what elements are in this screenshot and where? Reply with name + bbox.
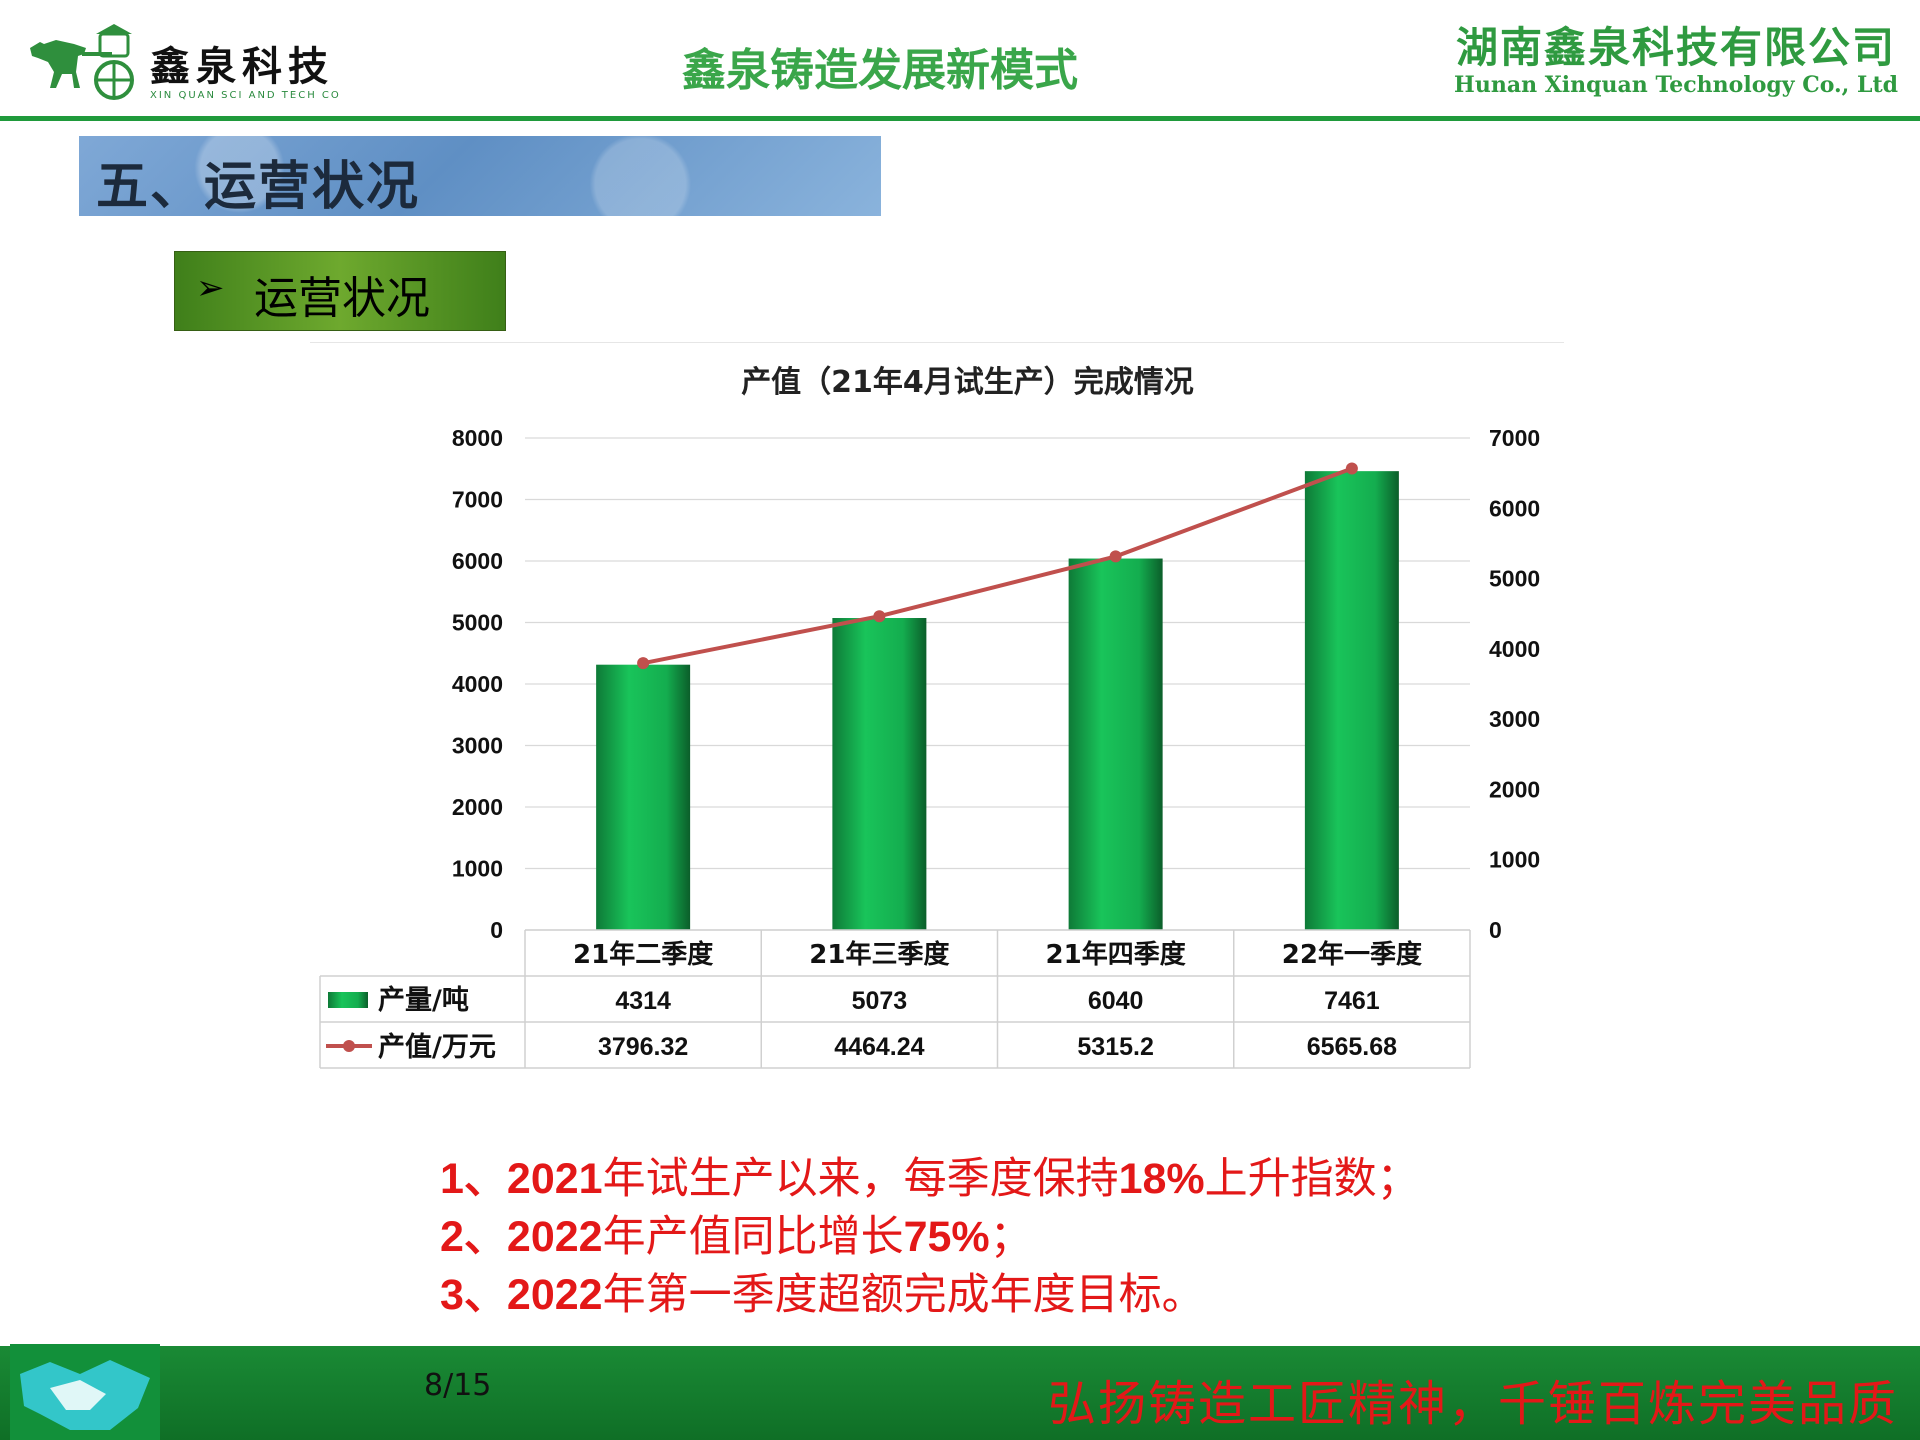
section-heading-bar <box>79 136 881 216</box>
bar-1 <box>596 664 691 930</box>
logo-subtitle: XIN QUAN SCI AND TECH CO <box>150 90 341 101</box>
y-right-tick-label: 3000 <box>1489 706 1540 732</box>
note-text: 年第一季度超额完成年度目标。 <box>602 1270 1205 1320</box>
note-number: 3、 <box>440 1271 507 1319</box>
y-right-tick-label: 1000 <box>1489 847 1540 873</box>
table-cell-value: 4464.24 <box>834 1033 924 1061</box>
legend-label-value: 产值/万元 <box>378 1032 496 1063</box>
legend-key-bar <box>328 992 368 1008</box>
bar-2 <box>832 618 927 930</box>
y-left-tick-label: 5000 <box>452 610 503 636</box>
line-point-4 <box>1345 462 1358 475</box>
y-left-tick-label: 3000 <box>452 733 503 759</box>
table-cell-value: 3796.32 <box>598 1033 688 1061</box>
table-cell-output: 6040 <box>1088 987 1144 1015</box>
note-highlight: 2022 <box>506 1213 603 1261</box>
note-line-1: 1、2021年试生产以来，每季度保持18%上升指数； <box>440 1144 1420 1206</box>
note-highlight: 18% <box>1118 1155 1205 1203</box>
table-cell-value: 5315.2 <box>1077 1033 1153 1061</box>
subsection-bar <box>174 251 506 331</box>
note-line-3: 3、2022年第一季度超额完成年度目标。 <box>440 1260 1205 1322</box>
y-left-tick-label: 0 <box>490 917 503 943</box>
arrow-bullet-icon: ➢ <box>196 268 225 308</box>
line-point-2 <box>873 610 886 623</box>
note-number: 1、 <box>440 1155 507 1203</box>
bar-3 <box>1068 558 1163 930</box>
y-right-tick-label: 6000 <box>1489 495 1540 521</box>
note-text: 年产值同比增长 <box>602 1212 904 1262</box>
note-text: ； <box>989 1212 1033 1262</box>
deck-title: 鑫泉铸造发展新模式 <box>682 45 1078 96</box>
handshake-icon <box>10 1344 160 1440</box>
page-number: 8/15 <box>424 1368 492 1403</box>
x-category-label: 22年一季度 <box>1282 939 1422 970</box>
table-cell-value: 6565.68 <box>1307 1033 1397 1061</box>
y-left-tick-label: 6000 <box>452 548 503 574</box>
company-name-en: Hunan Xinquan Technology Co., Ltd <box>1454 72 1898 98</box>
line-point-3 <box>1109 550 1122 563</box>
y-right-tick-label: 0 <box>1489 917 1502 943</box>
line-series <box>642 466 1353 666</box>
bar-4 <box>1304 471 1399 930</box>
footer-band <box>0 1346 1920 1440</box>
footer-slogan: 弘扬铸造工匠精神，千锤百炼完美品质 <box>1047 1376 1898 1432</box>
section-title: 五、运营状况 <box>96 157 421 217</box>
line-point-1 <box>637 657 650 670</box>
y-left-tick-label: 7000 <box>452 487 503 513</box>
y-left-tick-label: 1000 <box>452 856 503 882</box>
subsection-title: 运营状况 <box>254 273 430 324</box>
y-right-tick-label: 7000 <box>1489 425 1540 451</box>
logo-name: 鑫泉科技 <box>150 43 334 90</box>
legend-label-output: 产量/吨 <box>378 985 469 1016</box>
x-category-label: 21年二季度 <box>573 939 713 970</box>
y-right-tick-label: 5000 <box>1489 566 1540 592</box>
y-left-tick-label: 8000 <box>452 425 503 451</box>
note-line-2: 2、2022年产值同比增长75%； <box>440 1202 1033 1264</box>
note-highlight: 75% <box>903 1213 990 1261</box>
table-cell-output: 4314 <box>615 987 671 1015</box>
legend-key-point <box>343 1040 355 1052</box>
y-right-tick-label: 4000 <box>1489 636 1540 662</box>
table-cell-output: 7461 <box>1324 987 1380 1015</box>
note-highlight: 2021 <box>506 1155 603 1203</box>
note-text: 年试生产以来，每季度保持 <box>602 1154 1119 1204</box>
y-left-tick-label: 2000 <box>452 794 503 820</box>
header-divider <box>0 116 1920 121</box>
note-number: 2、 <box>440 1213 507 1261</box>
table-cell-output: 5073 <box>852 987 908 1015</box>
company-name-cn: 湖南鑫泉科技有限公司 <box>1455 23 1896 72</box>
note-text: 上升指数； <box>1204 1154 1420 1204</box>
note-highlight: 2022 <box>506 1271 603 1319</box>
x-category-label: 21年四季度 <box>1046 939 1186 970</box>
combo-chart: 产值（21年4月试生产）完成情况 0 1000 2000 3000 4000 5000 600… <box>319 365 1540 1069</box>
horse-carriage-logo-icon <box>30 24 134 100</box>
chart-title: 产值（21年4月试生产）完成情况 <box>741 365 1194 400</box>
x-category-label: 21年三季度 <box>809 939 949 970</box>
y-left-tick-label: 4000 <box>452 671 503 697</box>
y-right-tick-label: 2000 <box>1489 776 1540 802</box>
